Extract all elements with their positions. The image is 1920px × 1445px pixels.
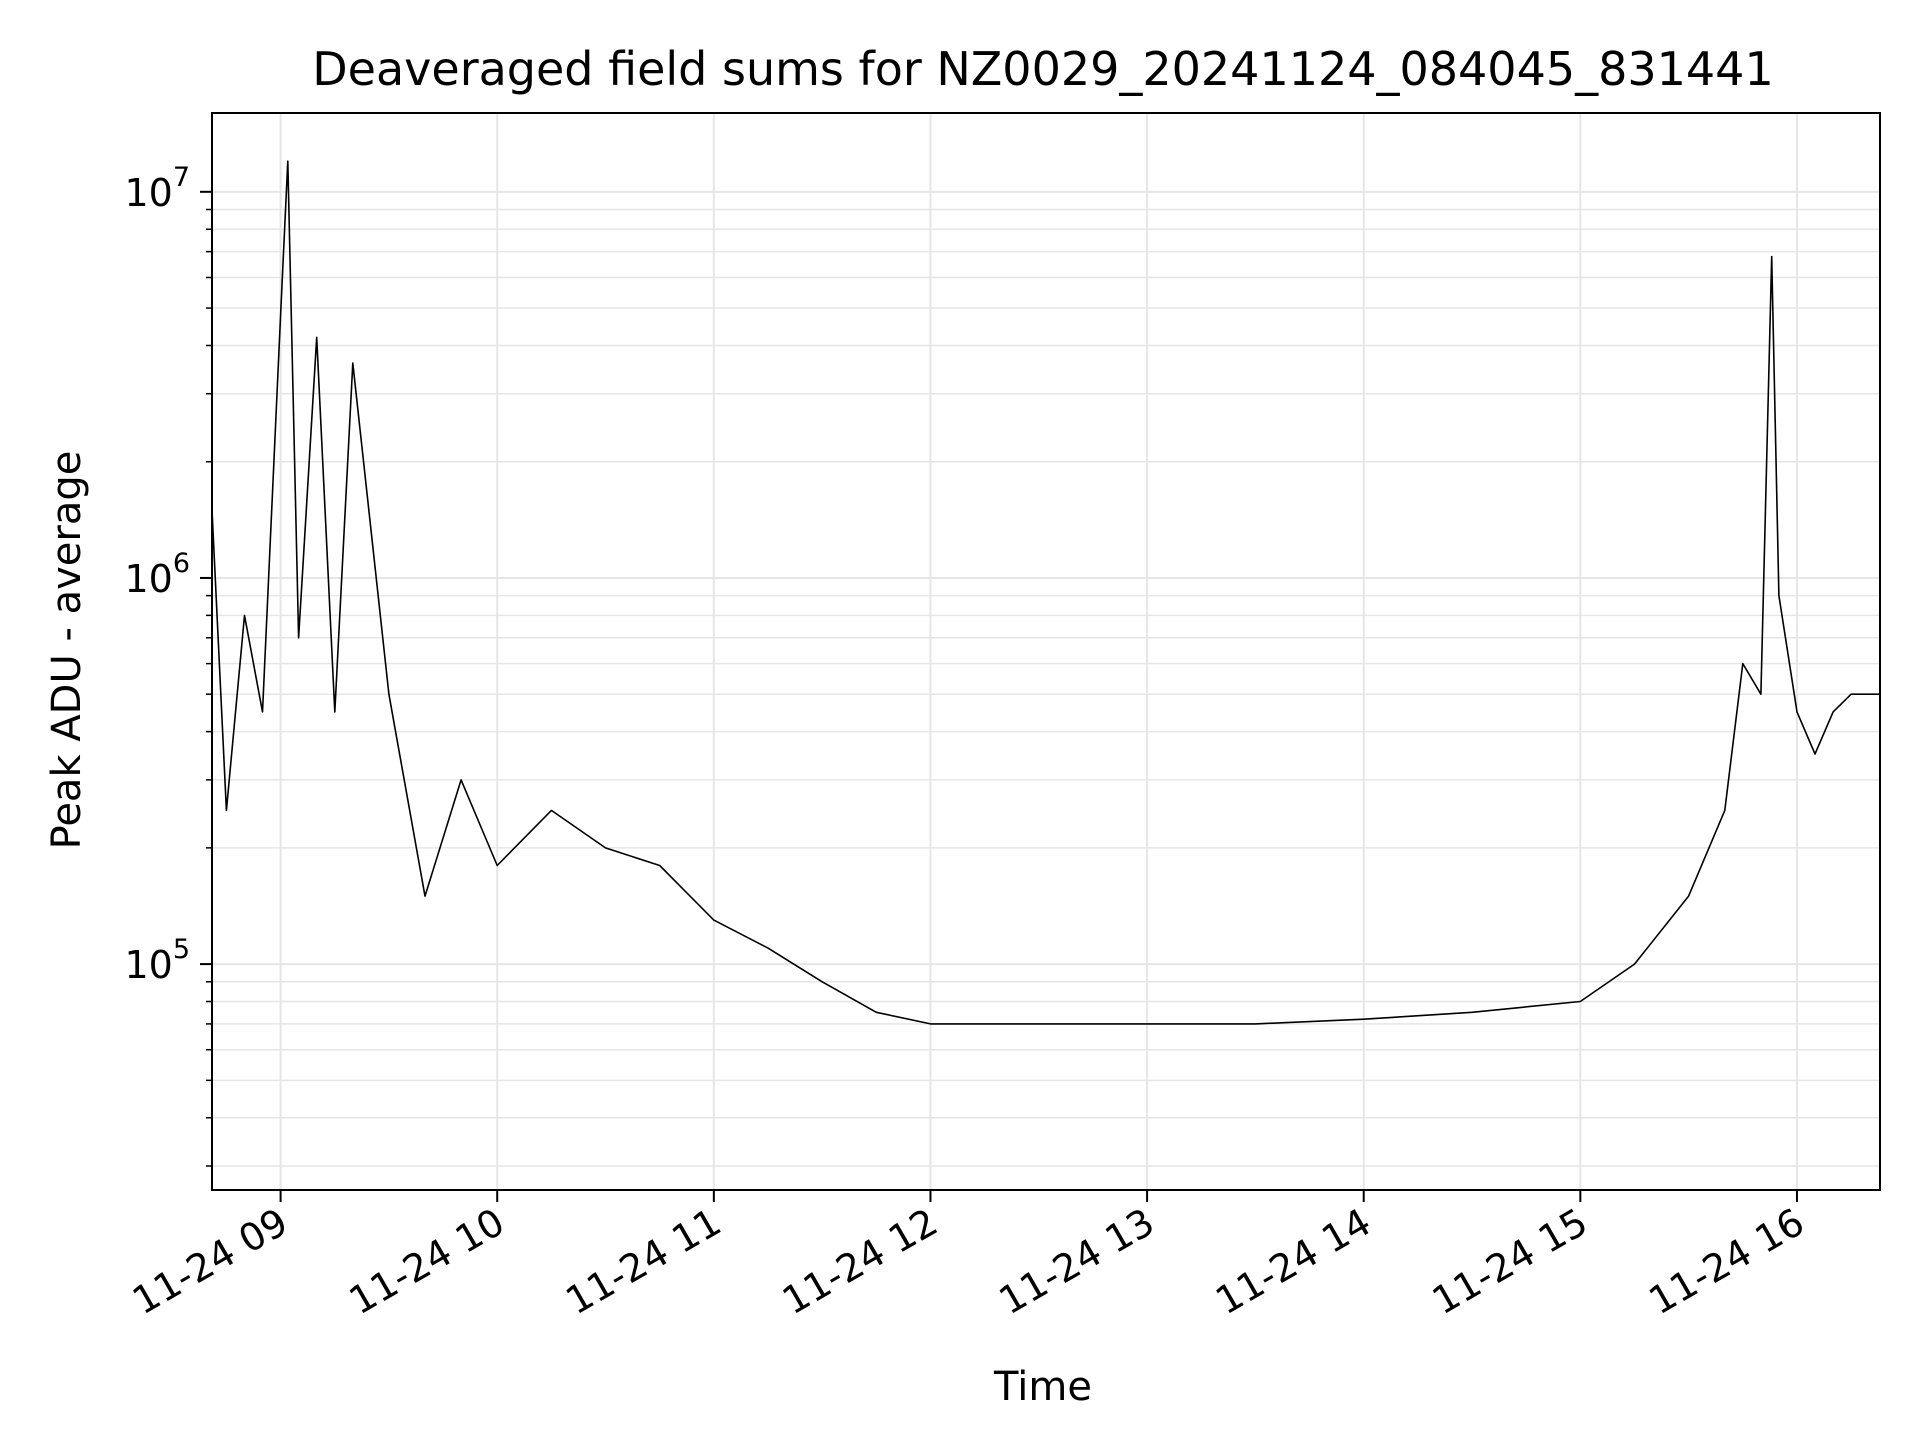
y-tick-label: 107 [124, 162, 190, 215]
grid-layer [212, 113, 1880, 1190]
y-tick-label-exponent: 5 [173, 934, 190, 965]
plot-area-frame [211, 112, 1881, 1191]
y-tick-label: 105 [124, 934, 190, 987]
y-tick-label: 106 [124, 548, 190, 601]
data-layer [211, 160, 1880, 1025]
series-line [211, 160, 1880, 1025]
y-tick-label-base: 10 [124, 171, 172, 215]
x-axis-label: Time [993, 1364, 1092, 1410]
y-axis-label: Peak ADU - average [44, 451, 90, 850]
y-tick-label-base: 10 [124, 557, 172, 601]
y-tick-label-base: 10 [124, 943, 172, 987]
chart-title: Deaveraged field sums for NZ0029_2024112… [312, 42, 1773, 96]
y-tick-label-exponent: 6 [173, 548, 190, 579]
y-tick-label-exponent: 7 [173, 162, 190, 193]
